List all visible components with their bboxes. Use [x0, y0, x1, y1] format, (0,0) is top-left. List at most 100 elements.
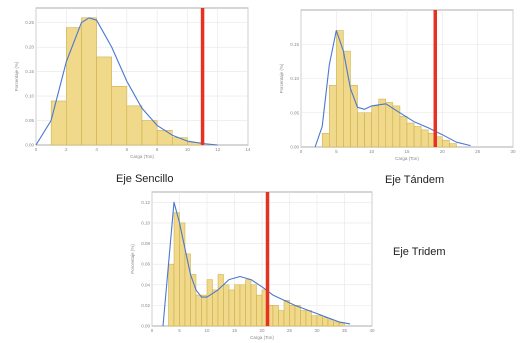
chart3-y-tick-label: 0.02	[141, 303, 150, 308]
chart2-x-tick-label: 15	[404, 149, 410, 154]
chart2-bar	[385, 102, 394, 148]
chart3-y-axis-label: Porcentaje (%)	[130, 244, 135, 274]
chart3-y-tick-label: 0.10	[141, 220, 150, 225]
chart2-x-tick-label: 10	[369, 149, 375, 154]
chart3-x-tick-label: 35	[342, 328, 348, 333]
chart3-bar	[305, 310, 312, 327]
chart3-y-tick-label: 0.12	[141, 200, 150, 205]
chart3-bar	[311, 315, 318, 327]
chart3-bar	[278, 310, 285, 327]
chart1-y-axis-label: Porcentaje (%)	[14, 61, 19, 91]
chart2-bar	[399, 115, 408, 148]
chart3-bar	[289, 305, 296, 327]
chart1-bar	[111, 86, 128, 146]
chart2-bar	[420, 129, 429, 148]
chart1-x-tick-label: 0	[35, 147, 38, 152]
chart3-bar	[239, 284, 246, 327]
chart3-y-tick-label: 0.08	[141, 241, 150, 246]
chart2-x-tick-label: 25	[475, 149, 481, 154]
chart1-x-tick-label: 12	[215, 147, 221, 152]
chart3-bar	[322, 317, 329, 327]
chart3-bar	[223, 284, 230, 327]
chart3-x-tick-label: 40	[369, 328, 375, 333]
chart1-x-tick-label: 10	[185, 147, 191, 152]
chart1-x-tick-label: 2	[65, 147, 68, 152]
chart3-density-curve	[162, 201, 351, 327]
chart2-y-tick-label: 0.10	[290, 76, 299, 81]
chart2-bar	[343, 50, 351, 148]
chart1-density-curve	[35, 17, 218, 146]
chart2-bar	[357, 112, 365, 148]
chart3-bar	[245, 279, 252, 327]
chart2-x-axis-label: Carga (Ton)	[395, 156, 419, 161]
chart3-bar	[173, 212, 180, 327]
chart2-bar	[406, 122, 415, 148]
chart3-bar	[294, 305, 301, 327]
chart3-bar	[256, 294, 263, 327]
chart1-bar	[50, 100, 67, 146]
chart1-bar	[81, 17, 97, 146]
chart3-bar	[250, 284, 257, 327]
chart3-y-tick-label: 0.00	[141, 324, 150, 329]
chart3-bar	[338, 322, 345, 327]
chart1-y-tick-label: 0.20	[25, 45, 34, 50]
chart3-y-tick-label: 0.04	[141, 282, 150, 287]
chart2-x-tick-label: 30	[510, 149, 516, 154]
chart3-bar	[272, 305, 279, 327]
chart3-x-axis-label: Carga (Ton)	[250, 335, 274, 340]
chart3-x-tick-label: 15	[232, 328, 238, 333]
chart1-bar	[96, 56, 112, 146]
chart1-x-tick-label: 4	[95, 147, 98, 152]
chart1-bar	[156, 130, 173, 146]
chart3-x-tick-label: 10	[204, 328, 210, 333]
chart1-y-tick-label: 0.15	[25, 69, 34, 74]
chart2-bar	[329, 85, 337, 148]
chart3-bar	[201, 294, 208, 327]
chart2-y-tick-label: 0.05	[290, 110, 299, 115]
panel-label-eje-tridem: Eje Tridem	[393, 246, 446, 258]
chart2-x-tick-label: 5	[335, 149, 338, 154]
chart1-y-tick-label: 0.25	[25, 20, 34, 25]
chart2-x-tick-label: 0	[300, 149, 303, 154]
chart3-bar	[234, 284, 241, 327]
chart3-bar	[168, 263, 175, 327]
chart2-y-axis-label: Porcentaje (%)	[279, 63, 284, 93]
chart1-x-tick-label: 14	[245, 147, 251, 152]
panel-label-eje-tandem: Eje Tándem	[385, 174, 445, 186]
chart3-bar	[228, 289, 235, 327]
chart3-x-tick-label: 30	[314, 328, 320, 333]
chart2-bar	[371, 105, 379, 148]
chart1-y-tick-label: 0.10	[25, 94, 34, 99]
chart2-x-tick-label: 20	[440, 149, 446, 154]
chart2-bar	[449, 143, 457, 148]
chart3-bar	[327, 319, 334, 327]
chart3-bar	[333, 321, 340, 327]
chart3-y-tick-label: 0.06	[141, 262, 150, 267]
chart1-bar	[126, 105, 143, 146]
chart3-x-tick-label: 0	[151, 328, 154, 333]
chart3-bar	[212, 289, 219, 327]
chart3-x-tick-label: 20	[259, 328, 265, 333]
chart2-y-tick-label: 0.00	[290, 145, 299, 150]
panel-label-eje-sencillo: Eje Sencillo	[116, 173, 174, 185]
chart1-y-tick-label: 0.00	[25, 143, 34, 148]
chart2-bar	[350, 85, 358, 148]
chart1-x-axis-label: Carga (Ton)	[130, 154, 154, 159]
chart2-bar	[321, 133, 330, 148]
chart2-bar	[364, 112, 372, 148]
chart1-y-tick-label: 0.05	[25, 118, 34, 123]
chart3-bar	[300, 310, 307, 327]
chart2-bar	[413, 126, 422, 148]
chart3-bar	[206, 279, 213, 327]
chart1-bar	[66, 27, 82, 146]
chart3-x-tick-label: 25	[287, 328, 293, 333]
chart2-bar	[378, 98, 387, 148]
chart2-bar	[442, 139, 450, 148]
chart3-bar	[283, 299, 290, 327]
chart2-y-tick-label: 0.15	[290, 42, 299, 47]
chart1-bar	[172, 137, 188, 146]
chart3-bar	[184, 253, 191, 327]
chart1-bar	[141, 120, 158, 146]
chart3-bar	[316, 315, 323, 327]
